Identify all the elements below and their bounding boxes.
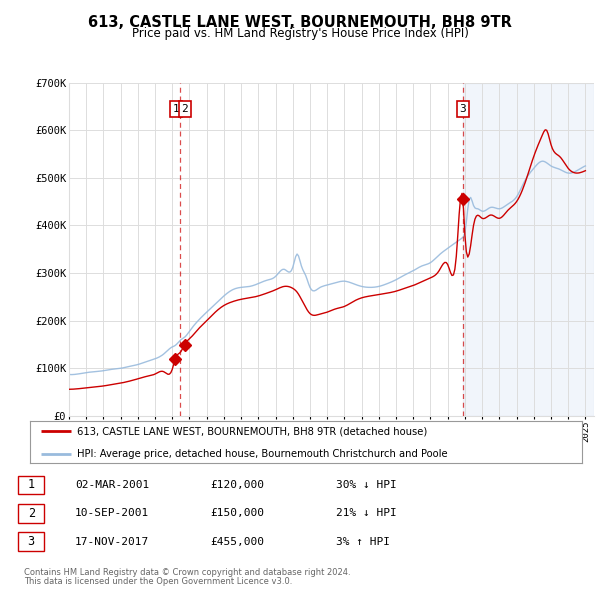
Text: 1: 1 [172, 104, 179, 114]
Text: £150,000: £150,000 [210, 509, 264, 518]
Text: 3: 3 [460, 104, 466, 114]
Text: 613, CASTLE LANE WEST, BOURNEMOUTH, BH8 9TR: 613, CASTLE LANE WEST, BOURNEMOUTH, BH8 … [88, 15, 512, 30]
Text: This data is licensed under the Open Government Licence v3.0.: This data is licensed under the Open Gov… [24, 578, 292, 586]
Text: HPI: Average price, detached house, Bournemouth Christchurch and Poole: HPI: Average price, detached house, Bour… [77, 449, 448, 459]
Text: £455,000: £455,000 [210, 537, 264, 546]
Text: Contains HM Land Registry data © Crown copyright and database right 2024.: Contains HM Land Registry data © Crown c… [24, 568, 350, 577]
Text: 21% ↓ HPI: 21% ↓ HPI [336, 509, 397, 518]
Text: 2: 2 [181, 104, 188, 114]
Text: 10-SEP-2001: 10-SEP-2001 [75, 509, 149, 518]
Bar [463, 83, 594, 416]
Text: Price paid vs. HM Land Registry's House Price Index (HPI): Price paid vs. HM Land Registry's House … [131, 27, 469, 40]
Text: 1: 1 [28, 478, 35, 491]
Text: 02-MAR-2001: 02-MAR-2001 [75, 480, 149, 490]
Text: 613, CASTLE LANE WEST, BOURNEMOUTH, BH8 9TR (detached house): 613, CASTLE LANE WEST, BOURNEMOUTH, BH8 … [77, 427, 427, 436]
Text: 17-NOV-2017: 17-NOV-2017 [75, 537, 149, 546]
Text: 3% ↑ HPI: 3% ↑ HPI [336, 537, 390, 546]
Text: 2: 2 [28, 507, 35, 520]
Text: 30% ↓ HPI: 30% ↓ HPI [336, 480, 397, 490]
Text: 3: 3 [28, 535, 35, 548]
Text: £120,000: £120,000 [210, 480, 264, 490]
